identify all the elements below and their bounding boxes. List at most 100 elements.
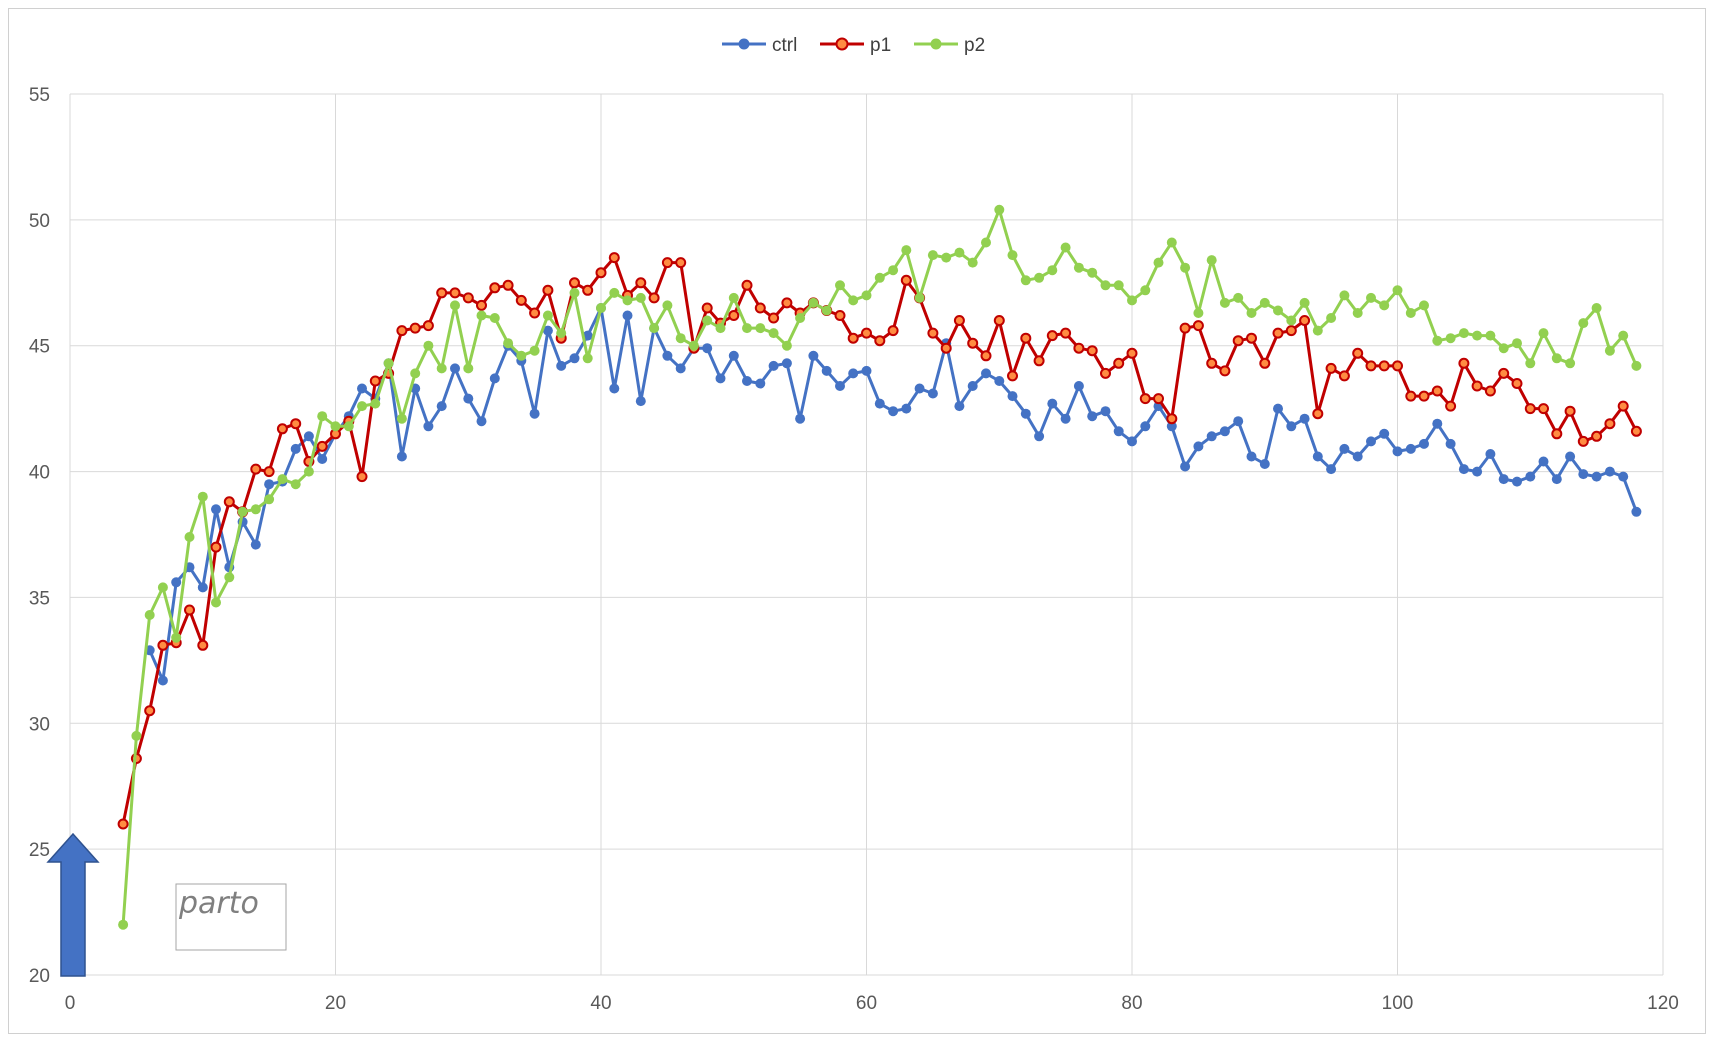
data-point-p1 (1524, 403, 1536, 415)
data-point-p2 (1551, 353, 1562, 364)
gridlines (69, 93, 1664, 976)
x-tick-label: 40 (590, 993, 611, 1014)
data-point-p2 (264, 494, 275, 505)
data-point-p1 (1352, 347, 1364, 359)
data-point-p1 (1378, 360, 1390, 372)
data-point-ctrl (848, 368, 859, 379)
data-point-ctrl (529, 408, 540, 419)
data-point-p1 (157, 639, 169, 651)
data-point-p2 (649, 323, 660, 334)
data-point-p1 (1338, 370, 1350, 382)
legend-item-ctrl: ctrl (722, 35, 797, 56)
data-point-p2 (835, 280, 845, 291)
data-point-p2 (1326, 313, 1337, 323)
data-point-p2 (1591, 303, 1602, 313)
data-point-p1 (1192, 320, 1204, 332)
data-point-ctrl (1419, 438, 1429, 449)
data-point-ctrl (569, 353, 580, 364)
data-point-p2 (343, 421, 354, 432)
data-point-p1 (1073, 342, 1085, 354)
y-tick-label: 45 (29, 337, 50, 358)
data-point-ctrl (1020, 408, 1031, 419)
data-point-ctrl (1113, 426, 1124, 437)
data-point-p2 (795, 313, 806, 323)
parto-annotation: parto (46, 832, 287, 977)
data-point-ctrl (675, 363, 686, 374)
data-point-p2 (1339, 290, 1350, 301)
data-point-p1 (781, 297, 793, 309)
data-point-p2 (1166, 237, 1177, 248)
data-point-ctrl (1604, 466, 1615, 477)
data-point-p2 (184, 532, 195, 542)
data-point-p1 (1113, 357, 1125, 369)
data-point-p1 (1484, 385, 1496, 397)
series-p1 (117, 252, 1642, 830)
data-point-p2 (596, 303, 606, 313)
data-point-ctrl (914, 383, 925, 394)
data-point-p1 (1564, 405, 1576, 417)
data-point-p2 (635, 292, 646, 303)
data-point-p1 (648, 292, 660, 304)
data-point-ctrl (1166, 421, 1177, 432)
data-point-p1 (502, 279, 514, 291)
series-line-ctrl (148, 306, 1638, 682)
data-point-p1 (515, 294, 527, 306)
data-point-p1 (1153, 393, 1164, 405)
data-point-ctrl (1193, 441, 1204, 452)
data-point-p1 (1206, 357, 1218, 369)
data-point-p1 (1498, 367, 1510, 379)
data-point-p1 (1325, 362, 1337, 374)
data-point-p1 (1551, 428, 1563, 440)
data-point-p2 (1113, 280, 1124, 291)
data-point-ctrl (1007, 391, 1018, 402)
data-point-ctrl (954, 401, 965, 412)
data-point-p1 (675, 257, 687, 269)
data-point-p2 (1538, 328, 1549, 339)
data-point-p2 (675, 333, 686, 344)
x-tick-label: 60 (856, 993, 877, 1014)
data-point-p2 (1180, 262, 1191, 273)
legend-label: p2 (964, 35, 985, 56)
data-point-p2 (901, 245, 912, 256)
data-point-p2 (370, 398, 381, 409)
data-point-p2 (662, 300, 673, 311)
data-point-p1 (741, 279, 753, 291)
data-point-ctrl (1180, 461, 1191, 472)
data-point-p1 (1033, 355, 1045, 367)
data-point-p2 (450, 300, 460, 311)
data-point-p1 (1312, 408, 1324, 420)
data-point-p1 (1604, 418, 1616, 430)
data-point-ctrl (542, 325, 553, 336)
data-point-ctrl (1047, 398, 1058, 409)
data-point-p1 (661, 257, 673, 269)
data-point-ctrl (582, 330, 593, 341)
data-point-p2 (622, 295, 633, 306)
data-point-p1 (1392, 360, 1403, 372)
data-point-p2 (715, 323, 726, 334)
data-point-p1 (1020, 332, 1032, 344)
data-point-p2 (1472, 330, 1483, 341)
data-point-ctrl (835, 381, 845, 391)
data-point-p2 (1445, 333, 1456, 344)
data-point-ctrl (250, 539, 261, 550)
chart-area (8, 8, 1706, 1034)
data-point-p2 (118, 919, 129, 930)
data-point-p1 (316, 440, 328, 452)
data-point-p1 (940, 342, 952, 354)
legend-item-p2: p2 (914, 35, 985, 56)
data-point-ctrl (1392, 446, 1403, 457)
data-point-p2 (1419, 300, 1429, 311)
data-point-ctrl (157, 675, 168, 686)
data-point-p2 (888, 265, 899, 276)
data-point-p2 (237, 506, 248, 517)
data-point-p1 (1086, 345, 1098, 357)
data-point-p1 (1126, 347, 1138, 359)
data-point-ctrl (1366, 436, 1376, 447)
x-tick-label: 100 (1382, 993, 1414, 1014)
data-point-p2 (1073, 262, 1084, 273)
data-point-ctrl (1326, 464, 1337, 475)
y-tick-label: 25 (29, 840, 50, 861)
data-point-p1 (409, 322, 421, 334)
legend-marker (835, 37, 849, 51)
data-point-p1 (1299, 315, 1311, 326)
